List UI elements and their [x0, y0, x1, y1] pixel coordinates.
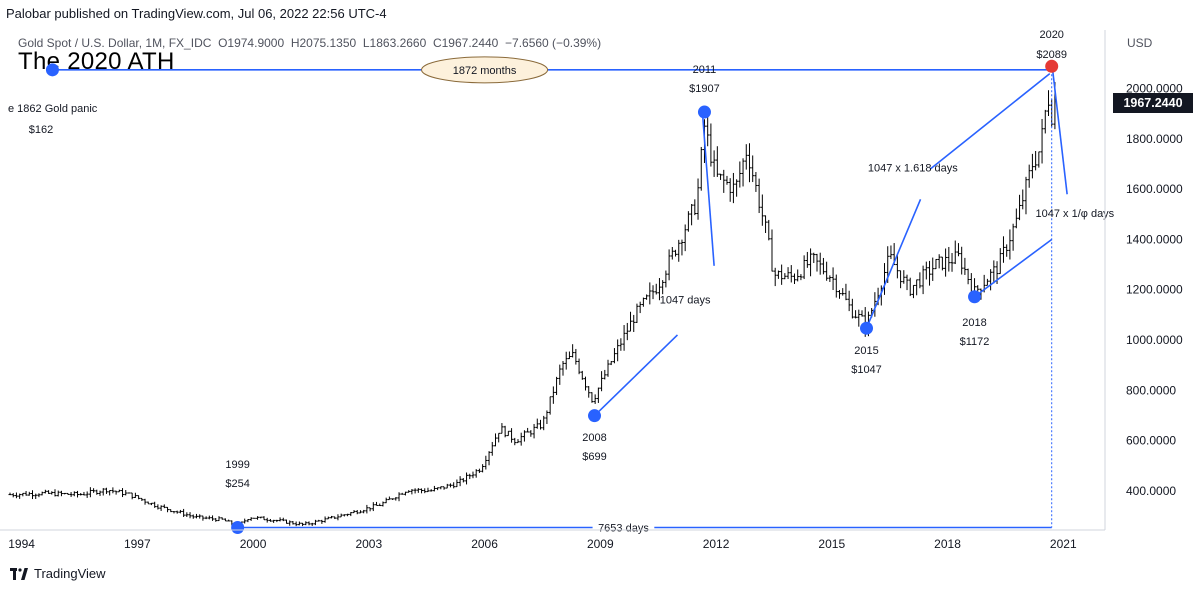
annotation-ellipse	[421, 56, 549, 84]
y-tick-label: 1400.0000	[1126, 232, 1183, 246]
label-2011-year: 2011	[693, 64, 717, 76]
label-gold-panic-year: e 1862 Gold panic	[8, 103, 98, 115]
label-2008-price: $699	[582, 451, 606, 463]
marker-1999-low	[231, 521, 245, 535]
tradingview-logo-icon	[10, 567, 28, 580]
y-tick-label: 1800.0000	[1126, 132, 1183, 146]
fib-line-2011-down	[701, 113, 715, 266]
label-1047-days: 1047 days	[660, 295, 711, 307]
label-1999-price: $254	[225, 478, 249, 490]
x-tick-label: 1994	[8, 537, 35, 551]
ellipse-1872-months: 1872 months	[453, 65, 517, 77]
y-tick-label: 2000.0000	[1126, 82, 1183, 96]
label-2011-price: $1907	[689, 83, 720, 95]
ohlc-change: −7.6560 (−0.39%)	[505, 36, 602, 50]
ohlc-close: C1967.2440	[432, 36, 499, 50]
label-2015-price: $1047	[851, 364, 882, 376]
ohlc-high: H2075.1350	[290, 36, 357, 50]
label-2018-price: $1172	[960, 336, 990, 348]
label-2020-year: 2020	[1039, 29, 1063, 41]
label-1999-year: 1999	[225, 459, 249, 471]
fib-line-2015-lower	[865, 198, 922, 329]
footer-brand: TradingView	[10, 566, 106, 581]
currency-label: USD	[1127, 36, 1153, 50]
label-gold-panic-price: $162	[29, 124, 53, 136]
label-7653-days: 7653 days	[598, 523, 649, 535]
fib-line-ath-down	[1051, 68, 1068, 195]
footer-brand-text: TradingView	[34, 566, 106, 581]
fib-line-2015-upper	[929, 72, 1051, 170]
x-tick-label: 2021	[1050, 537, 1077, 551]
label-2008-year: 2008	[582, 432, 606, 444]
marker-2020-ath	[1045, 59, 1059, 73]
marker-1862-gold-panic	[45, 63, 59, 77]
fib-line-2018	[974, 238, 1053, 298]
label-2018-year: 2018	[962, 317, 986, 329]
x-tick-label: 2003	[355, 537, 382, 551]
x-tick-label: 2012	[703, 537, 730, 551]
publish-info: Palobar published on TradingView.com, Ju…	[6, 6, 387, 21]
x-tick-label: 2006	[471, 537, 498, 551]
label-1047xphi: 1047 x 1/φ days	[1036, 208, 1115, 220]
symbol-ohlc-line: Gold Spot / U.S. Dollar, 1M, FX_IDC O197…	[18, 36, 601, 50]
ohlc-open: O1974.9000	[218, 36, 285, 50]
y-tick-label: 800.0000	[1126, 383, 1176, 397]
marker-2018-low	[968, 290, 982, 304]
x-tick-label: 2015	[818, 537, 845, 551]
y-tick-label: 1200.0000	[1126, 283, 1183, 297]
x-tick-label: 2009	[587, 537, 614, 551]
label-1047x1618: 1047 x 1.618 days	[868, 163, 958, 175]
x-tick-label: 2018	[934, 537, 961, 551]
label-2015-year: 2015	[854, 345, 878, 357]
y-tick-label: 1600.0000	[1126, 182, 1183, 196]
y-tick-label: 1000.0000	[1126, 333, 1183, 347]
label-2020-price: $2089	[1036, 49, 1067, 61]
marker-2015-low	[860, 321, 874, 335]
x-tick-label: 1997	[124, 537, 151, 551]
marker-2011-high	[697, 105, 711, 119]
ohlc-low: L1863.2660	[362, 36, 427, 50]
last-price-badge: 1967.2440	[1113, 93, 1193, 113]
symbol-name: Gold Spot / U.S. Dollar, 1M, FX_IDC	[18, 36, 212, 50]
y-tick-label: 400.0000	[1126, 484, 1176, 498]
y-tick-label: 600.0000	[1126, 434, 1176, 448]
x-tick-label: 2000	[240, 537, 267, 551]
fib-line-2008	[593, 334, 679, 417]
marker-2008-low	[588, 409, 602, 423]
